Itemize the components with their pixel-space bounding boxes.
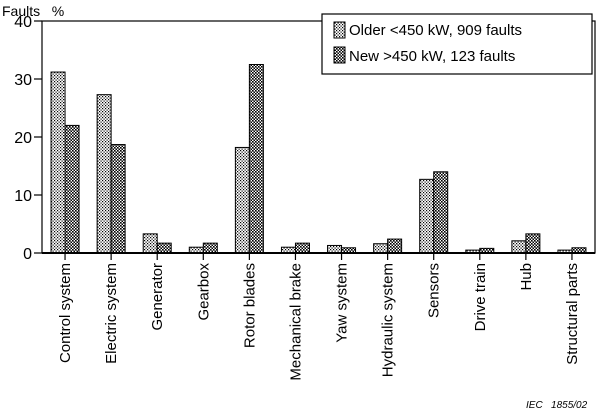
bar-older-sensors xyxy=(419,178,435,254)
category-label-mechanical-brake: Mechanical brake xyxy=(287,263,304,381)
y-tick-label: 40 xyxy=(14,14,32,31)
bar-older-control-system xyxy=(50,71,66,254)
bar-new-control-system xyxy=(64,124,80,254)
bar-older-generator xyxy=(142,233,158,254)
legend-swatch-older xyxy=(333,21,346,39)
category-label-hub: Hub xyxy=(518,263,535,291)
category-label-electric-system: Electric system xyxy=(103,263,120,364)
bar-older-yaw-system xyxy=(327,244,343,254)
y-axis-label: Faults % xyxy=(2,3,64,19)
legend-label-older: Older <450 kW, 909 faults xyxy=(349,22,522,39)
figure-footnote: IEC 1855/02 xyxy=(526,400,588,409)
category-label-sensors: Sensors xyxy=(426,263,443,318)
legend: Older <450 kW, 909 faults New >450 kW, 1… xyxy=(321,13,593,75)
category-label-yaw-system: Yaw system xyxy=(334,263,351,343)
category-label-rotor-blades: Rotor blades xyxy=(241,263,258,348)
bar-new-hydraulic-system xyxy=(387,238,403,254)
bar-older-rotor-blades xyxy=(234,146,250,254)
legend-label-new: New >450 kW, 123 faults xyxy=(349,48,515,65)
legend-frame xyxy=(321,13,593,75)
bar-older-hydraulic-system xyxy=(373,243,389,254)
legend-swatch-new xyxy=(333,46,346,64)
bar-older-electric-system xyxy=(96,94,112,254)
bar-new-electric-system xyxy=(110,144,126,254)
bar-new-gearbox xyxy=(202,242,218,254)
y-tick-label: 10 xyxy=(14,188,32,205)
category-label-gearbox: Gearbox xyxy=(195,263,212,321)
y-ticks: 0 10 20 30 40 xyxy=(14,14,42,263)
category-label-drive-train: Drive train xyxy=(472,263,489,331)
bars xyxy=(50,64,587,254)
y-tick-label: 30 xyxy=(14,72,32,89)
bar-new-sensors xyxy=(433,171,449,254)
y-tick-label: 0 xyxy=(23,246,32,263)
bar-new-rotor-blades xyxy=(248,64,264,254)
bar-new-mechanical-brake xyxy=(294,242,310,254)
category-labels: Control system Electric system Generator Ge… xyxy=(57,253,581,381)
y-tick-label: 20 xyxy=(14,130,32,147)
category-label-generator: Generator xyxy=(149,263,166,331)
bar-older-hub xyxy=(511,240,527,254)
category-label-structural-parts: Structural parts xyxy=(564,263,581,365)
category-label-control-system: Control system xyxy=(57,263,74,363)
category-label-hydraulic-system: Hydraulic system xyxy=(380,263,397,377)
bar-new-generator xyxy=(156,242,172,254)
bar-new-hub xyxy=(525,233,541,254)
